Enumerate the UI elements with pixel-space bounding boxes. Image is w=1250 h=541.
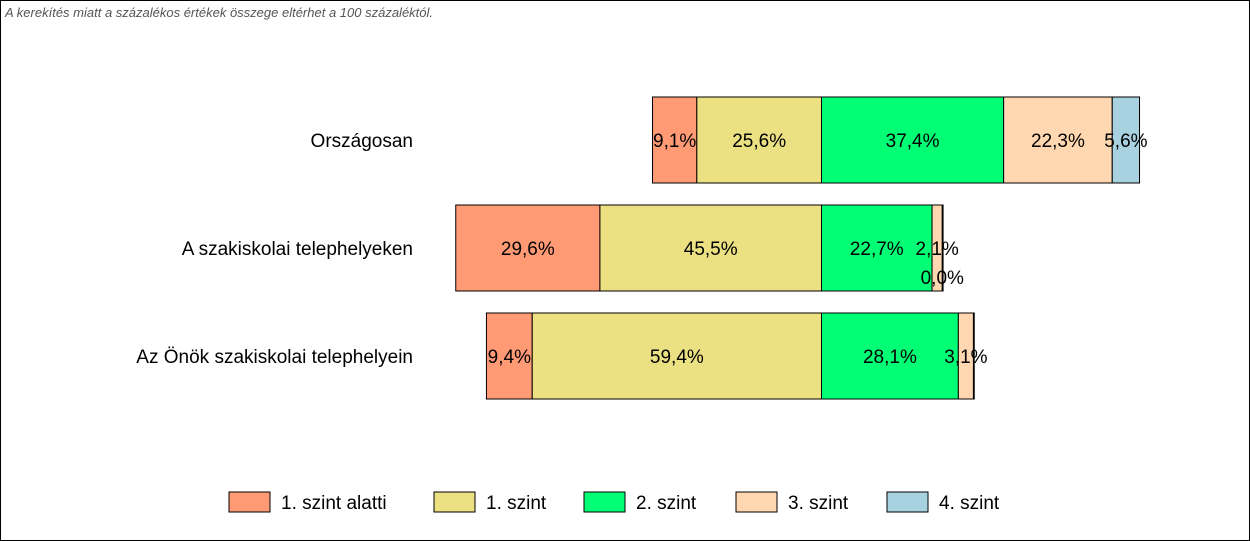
data-label: 22,7% (850, 239, 904, 260)
bar-segment (652, 96, 698, 184)
bar-segment (599, 204, 822, 292)
legend-label: 1. szint alatti (281, 493, 387, 514)
bar-segment (455, 204, 601, 292)
data-label: 2,1% (916, 239, 959, 260)
data-label: 9,4% (488, 347, 531, 368)
category-label: Országosan (311, 131, 413, 152)
data-label: 9,1% (653, 131, 696, 152)
data-label: 45,5% (684, 239, 738, 260)
category-label: A szakiskolai telephelyeken (182, 239, 413, 260)
data-label: 3,1% (944, 347, 987, 368)
legend-swatch (735, 491, 778, 513)
data-label: 59,4% (650, 347, 704, 368)
data-label: 25,6% (732, 131, 786, 152)
legend-label: 3. szint (788, 493, 849, 514)
bar-segment (941, 204, 944, 292)
data-label: 29,6% (501, 239, 555, 260)
category-label: Az Önök szakiskolai telephelyein (136, 347, 413, 368)
legend-label: 2. szint (636, 493, 697, 514)
data-label: 5,6% (1104, 131, 1147, 152)
bar-segment (972, 312, 975, 400)
legend-swatch (583, 491, 626, 513)
bar-segment (1111, 96, 1141, 184)
data-label: 22,3% (1031, 131, 1085, 152)
data-label: 28,1% (863, 347, 917, 368)
legend-swatch (886, 491, 929, 513)
bar-segment (531, 312, 822, 400)
legend-swatch (228, 491, 271, 513)
rounding-note: A kerekítés miatt a százalékos értékek ö… (5, 5, 434, 20)
data-label: 0,0% (921, 268, 964, 289)
data-label: 37,4% (886, 131, 940, 152)
legend-label: 1. szint (486, 493, 547, 514)
legend-label: 4. szint (939, 493, 1000, 514)
bar-segment (821, 204, 933, 292)
bar-segment (1003, 96, 1113, 184)
legend-swatch (433, 491, 476, 513)
bar-segment (821, 96, 1005, 184)
